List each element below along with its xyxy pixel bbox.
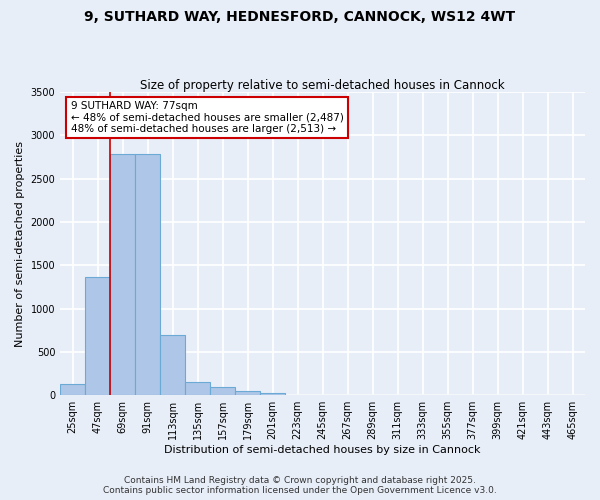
- Bar: [60, 384, 85, 395]
- Bar: [160, 334, 185, 395]
- Bar: [85, 276, 110, 395]
- Bar: [235, 391, 260, 395]
- Bar: [260, 392, 285, 395]
- Text: 9 SUTHARD WAY: 77sqm
← 48% of semi-detached houses are smaller (2,487)
48% of se: 9 SUTHARD WAY: 77sqm ← 48% of semi-detac…: [71, 101, 344, 134]
- Y-axis label: Number of semi-detached properties: Number of semi-detached properties: [15, 140, 25, 346]
- X-axis label: Distribution of semi-detached houses by size in Cannock: Distribution of semi-detached houses by …: [164, 445, 481, 455]
- Bar: [185, 382, 210, 395]
- Bar: [135, 154, 160, 395]
- Text: Contains HM Land Registry data © Crown copyright and database right 2025.
Contai: Contains HM Land Registry data © Crown c…: [103, 476, 497, 495]
- Text: 9, SUTHARD WAY, HEDNESFORD, CANNOCK, WS12 4WT: 9, SUTHARD WAY, HEDNESFORD, CANNOCK, WS1…: [85, 10, 515, 24]
- Bar: [210, 386, 235, 395]
- Title: Size of property relative to semi-detached houses in Cannock: Size of property relative to semi-detach…: [140, 79, 505, 92]
- Bar: [110, 154, 135, 395]
